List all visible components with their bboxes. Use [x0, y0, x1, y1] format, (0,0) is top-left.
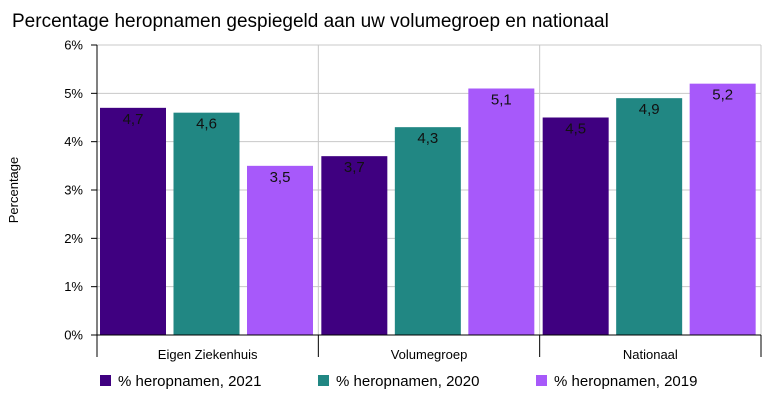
data-label: 4,7	[123, 111, 144, 128]
bar	[689, 83, 756, 336]
legend-swatch	[318, 375, 329, 386]
bars-group	[100, 83, 756, 336]
data-label: 5,2	[712, 87, 733, 104]
bar	[247, 165, 313, 335]
bar	[542, 117, 609, 335]
data-label: 3,5	[270, 169, 291, 186]
bar	[616, 98, 683, 336]
y-tick-label: 5%	[64, 86, 83, 101]
data-label: 3,7	[344, 159, 365, 176]
axes: 0% 1% 2% 3% 4% 5% 6% Eigen Ziekenhuis Volumegroe…	[64, 38, 762, 362]
y-tick-label: 3%	[64, 183, 83, 198]
legend-swatch	[536, 375, 547, 386]
bar	[394, 127, 461, 336]
bar	[173, 112, 240, 336]
legend: % heropnamen, 2021 % heropnamen, 2020 % he…	[100, 373, 697, 390]
y-tick-label: 0%	[64, 328, 83, 343]
legend-swatch	[100, 375, 111, 386]
legend-entry: % heropnamen, 2019	[554, 373, 697, 390]
x-category-label: Eigen Ziekenhuis	[158, 347, 258, 362]
data-label: 4,5	[565, 121, 586, 138]
bar	[321, 156, 388, 335]
legend-entry: % heropnamen, 2020	[336, 373, 479, 390]
x-category-label: Nationaal	[623, 347, 678, 362]
legend-entry: % heropnamen, 2021	[118, 373, 261, 390]
y-axis-label: Percentage	[6, 157, 21, 224]
y-tick-label: 2%	[64, 231, 83, 246]
x-category-label: Volumegroep	[391, 347, 468, 362]
bar	[468, 88, 535, 335]
data-label: 4,3	[417, 130, 438, 147]
y-tick-label: 1%	[64, 279, 83, 294]
data-labels: 4,7 3,7 4,5 4,6 4,3 4,9 3,5 5,1 5,2	[123, 87, 734, 186]
y-tick-label: 4%	[64, 134, 83, 149]
data-label: 5,1	[491, 92, 512, 109]
y-tick-label: 6%	[64, 38, 83, 53]
data-label: 4,9	[639, 101, 660, 118]
bar	[100, 107, 166, 335]
chart-title: Percentage heropnamen gespiegeld aan uw …	[12, 11, 609, 32]
data-label: 4,6	[196, 116, 217, 133]
